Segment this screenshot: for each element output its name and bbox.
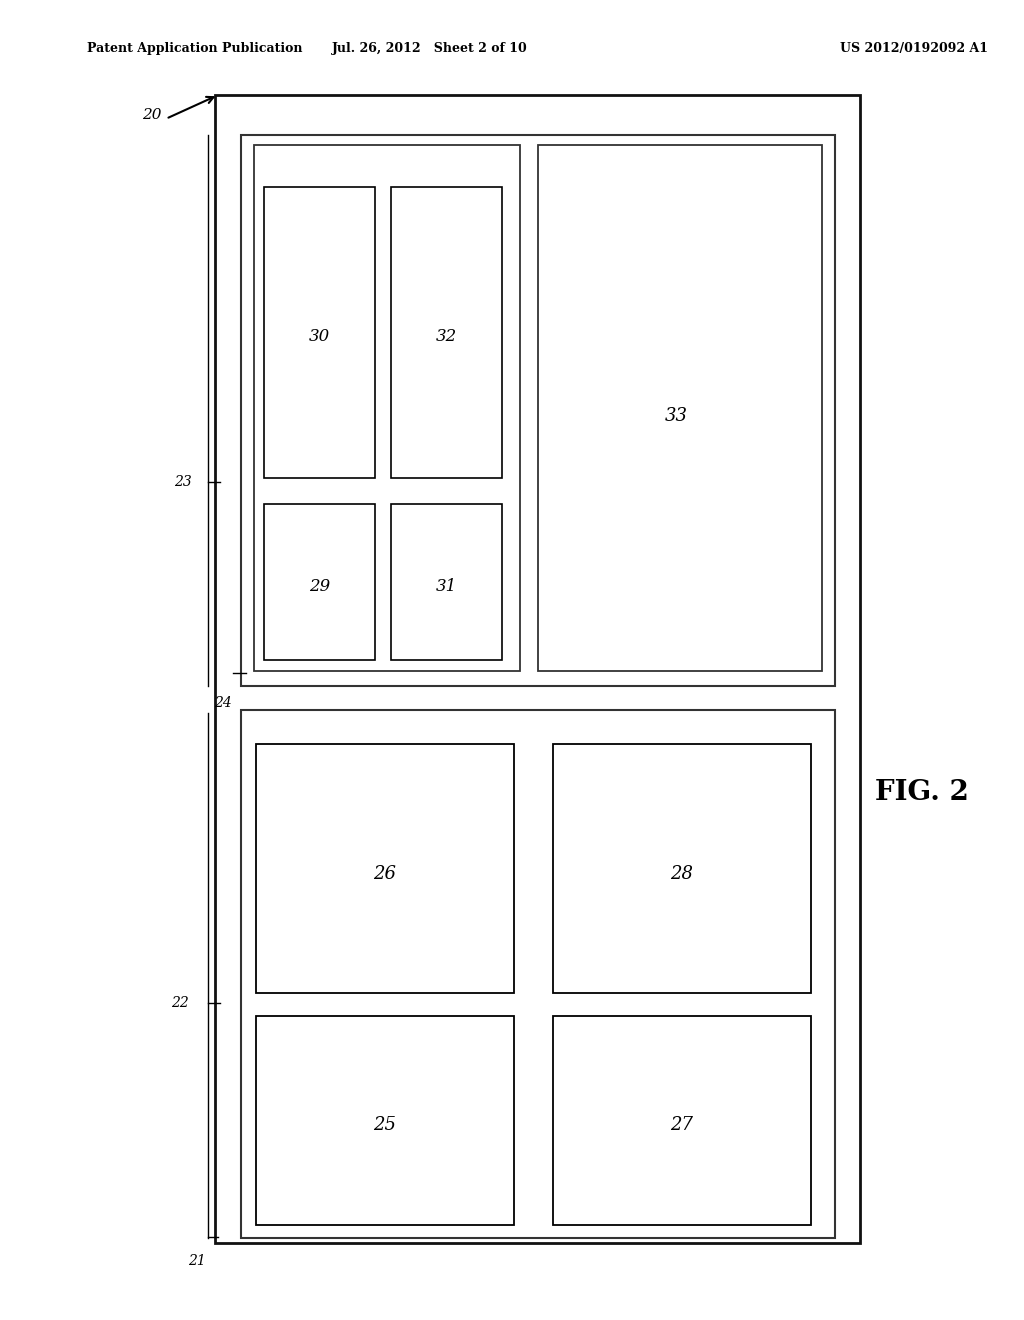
Bar <box>538 145 822 671</box>
Text: US 2012/0192092 A1: US 2012/0192092 A1 <box>840 42 988 55</box>
Bar <box>256 1016 514 1225</box>
Text: 26: 26 <box>374 865 396 883</box>
Bar <box>241 710 835 1238</box>
Bar <box>264 504 375 660</box>
Text: 27: 27 <box>671 1115 693 1134</box>
Bar <box>215 95 860 1243</box>
Bar <box>553 744 811 993</box>
Text: 21: 21 <box>187 1254 206 1269</box>
Bar <box>391 187 502 478</box>
Text: 30: 30 <box>309 329 330 345</box>
Text: Jul. 26, 2012   Sheet 2 of 10: Jul. 26, 2012 Sheet 2 of 10 <box>332 42 528 55</box>
Text: 33: 33 <box>665 407 687 425</box>
Bar <box>254 145 520 671</box>
Text: 31: 31 <box>436 578 457 594</box>
Text: 23: 23 <box>174 475 191 488</box>
Bar <box>553 1016 811 1225</box>
Bar <box>241 135 835 686</box>
Text: 22: 22 <box>171 997 188 1010</box>
Text: 24: 24 <box>214 696 231 710</box>
Bar <box>264 187 375 478</box>
Text: 32: 32 <box>436 329 457 345</box>
Text: 29: 29 <box>309 578 330 594</box>
Text: 20: 20 <box>141 108 162 121</box>
Bar <box>256 744 514 993</box>
Text: FIG. 2: FIG. 2 <box>874 779 969 805</box>
Text: Patent Application Publication: Patent Application Publication <box>87 42 302 55</box>
Text: 25: 25 <box>374 1115 396 1134</box>
Text: 28: 28 <box>671 865 693 883</box>
Bar <box>391 504 502 660</box>
